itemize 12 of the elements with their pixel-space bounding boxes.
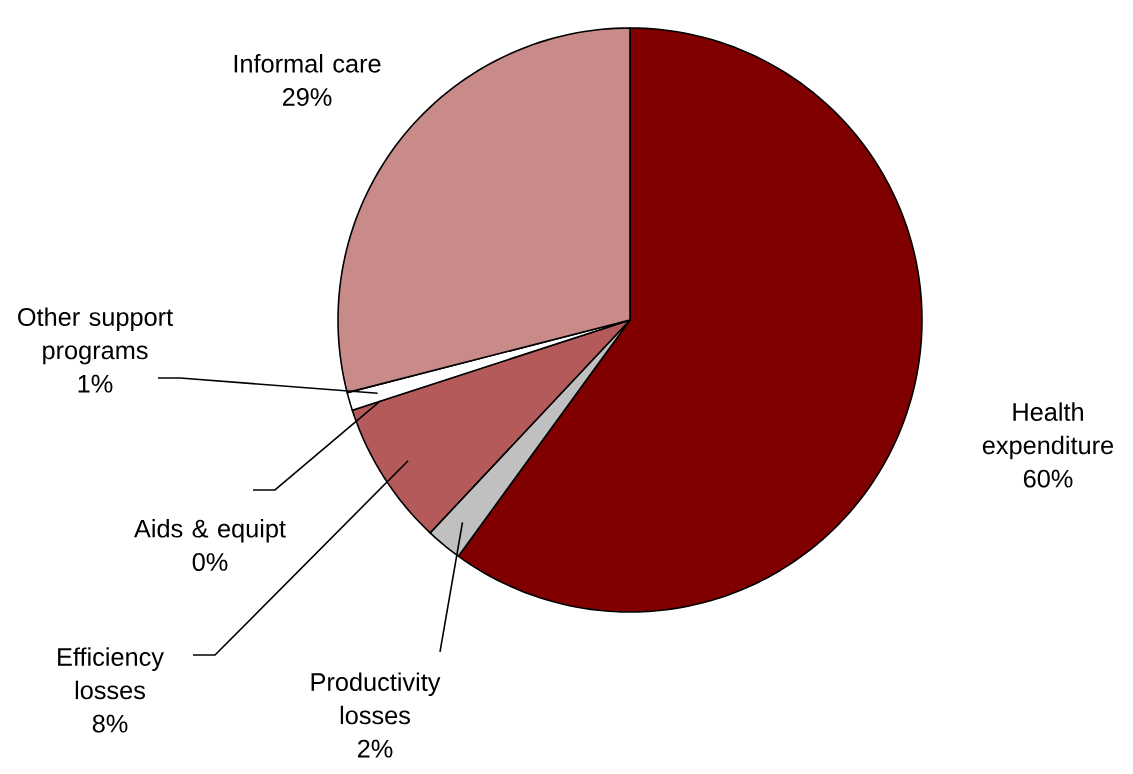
- text: 0%: [192, 553, 228, 571]
- data-label: 8%: [92, 714, 128, 733]
- data-label: 29%: [282, 88, 332, 106]
- data-label: 1%: [78, 374, 113, 393]
- slice-label: Other support programs: [18, 307, 173, 365]
- data-label: 60%: [1023, 469, 1073, 488]
- slice-label: Productivity losses: [311, 672, 441, 725]
- data-label: 2%: [357, 739, 393, 758]
- slice-label: Informal care: [234, 54, 381, 73]
- slice-label: Efficiency losses: [58, 647, 164, 700]
- slice-label: Health expenditure: [982, 402, 1114, 460]
- category-label: Aids & equipt: [134, 519, 286, 543]
